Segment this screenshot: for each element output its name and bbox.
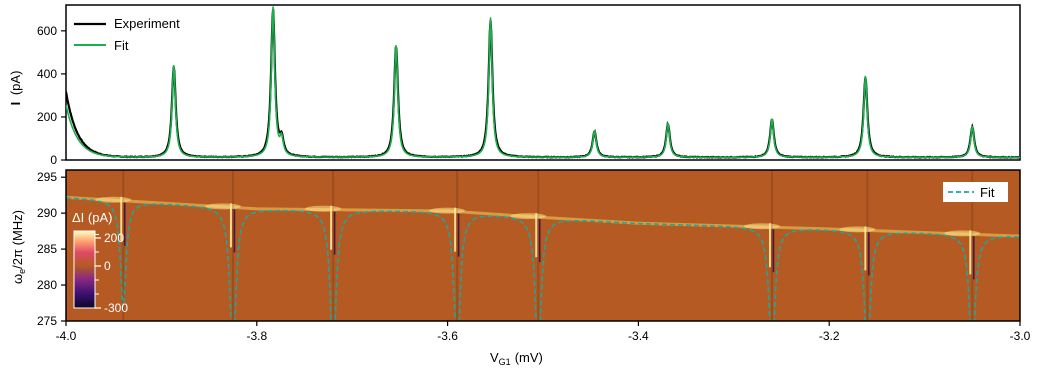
dip-glow (839, 226, 876, 233)
bottom-y-tick-label: 295 (37, 170, 57, 184)
x-axis-title: VG1 (mV) (490, 350, 543, 367)
top-y-axis: 0 200 400 600 (37, 24, 66, 167)
top-y-tick-label: 0 (50, 153, 57, 167)
top-plot-frame (65, 4, 1021, 161)
dip-glow (204, 203, 241, 210)
dip-glow (305, 205, 342, 212)
heatmap-legend: Fit (943, 182, 1008, 202)
dip-glow (743, 223, 780, 230)
colorbar-gradient (73, 230, 96, 309)
current-panel: 0 200 400 600 I (pA) Experiment Fit (8, 4, 1021, 167)
heatmap-features (66, 170, 1020, 321)
top-y-tick-label: 200 (37, 110, 57, 124)
bottom-y-tick-label: 280 (37, 278, 57, 292)
top-y-tick-label: 400 (37, 67, 57, 81)
colorbar-ticks: 200 0 -300 (95, 231, 128, 315)
bottom-plot-frame (65, 169, 1021, 322)
bottom-y-axis: 275 280 285 290 295 (37, 170, 66, 328)
x-tick-label: -3.4 (628, 329, 649, 343)
dip-glow (510, 213, 547, 220)
x-tick-label: -3.6 (437, 329, 458, 343)
bottom-y-tick-label: 290 (37, 206, 57, 220)
heatmap-legend-box (943, 182, 1008, 202)
frequency-heatmap-panel: 275 280 285 290 295 -4.0 -3.8 -3.6 -3.4 -3.2 -3.0… (10, 169, 1031, 367)
x-tick-label: -3.8 (246, 329, 267, 343)
x-tick-label: -4.0 (56, 329, 77, 343)
colorbar-tick-label: -300 (104, 301, 128, 315)
x-tick-label: -3.2 (819, 329, 840, 343)
colorbar: ΔI (pA) 200 0 -300 (72, 210, 128, 315)
dip-glow (944, 230, 981, 237)
colorbar-tick-label: 200 (104, 231, 124, 245)
colorbar-tick-label: 0 (104, 259, 111, 273)
fit-series-line (66, 6, 1020, 159)
bottom-y-axis-title: ωe/2π (MHz) (10, 210, 27, 284)
dip-glow (429, 207, 466, 214)
bottom-y-tick-label: 285 (37, 242, 57, 256)
colorbar-title: ΔI (pA) (72, 210, 112, 225)
top-y-tick-label: 600 (37, 24, 57, 38)
top-y-axis-title: I (pA) (8, 71, 23, 106)
legend-experiment-label: Experiment (114, 16, 180, 31)
heatmap-legend-label: Fit (980, 185, 995, 200)
top-legend: Experiment Fit (74, 16, 180, 53)
legend-fit-label: Fit (114, 38, 129, 53)
dip-glow (95, 196, 132, 203)
x-axis: -4.0 -3.8 -3.6 -3.4 -3.2 -3.0 (56, 321, 1031, 343)
x-tick-label: -3.0 (1010, 329, 1031, 343)
heatmap-background (66, 170, 1020, 321)
bottom-y-tick-label: 275 (37, 314, 57, 328)
